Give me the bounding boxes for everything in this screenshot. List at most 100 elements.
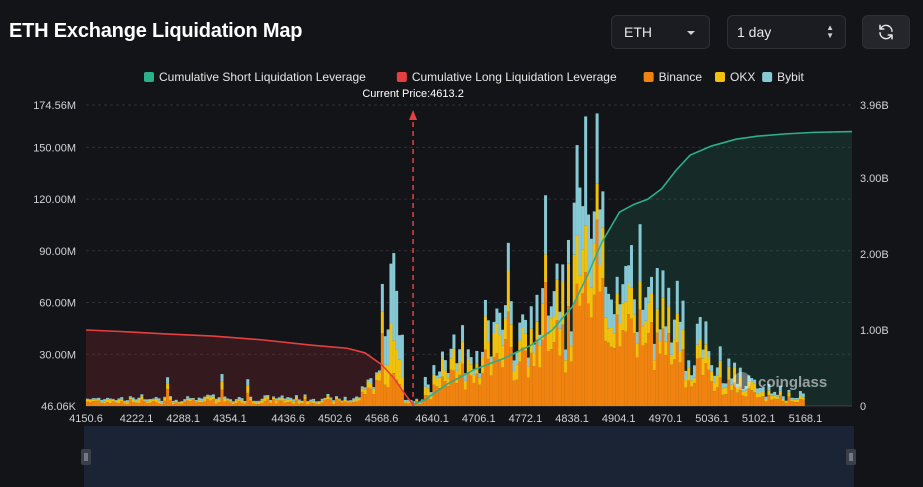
okx-bar <box>458 362 462 375</box>
okx-bar <box>544 254 548 283</box>
okx-bar <box>234 400 238 404</box>
bybit-bar <box>607 293 611 329</box>
binance-bar <box>406 403 410 406</box>
okx-bar <box>644 320 648 343</box>
bybit-bar <box>781 396 785 399</box>
range-select[interactable]: 1 day ▲ ▼ <box>727 15 846 49</box>
bybit-bar <box>733 362 737 368</box>
okx-bar <box>214 400 218 404</box>
bybit-bar <box>220 374 224 382</box>
bybit-bar <box>598 209 602 266</box>
binance-bar <box>335 399 339 406</box>
okx-bar <box>692 377 696 384</box>
binance-bar <box>687 380 691 406</box>
bybit-bar <box>555 263 559 280</box>
okx-bar <box>366 381 370 388</box>
bybit-bar <box>85 398 89 400</box>
bybit-bar <box>329 397 333 399</box>
okx-bar <box>134 401 138 403</box>
x-tick-label: 4436.6 <box>271 413 305 425</box>
binance-bar <box>140 399 144 406</box>
okx-bar <box>658 341 662 354</box>
bybit-bar <box>609 299 613 328</box>
bybit-bar <box>131 397 135 399</box>
binance-bar <box>329 399 333 406</box>
range-select-value: 1 day <box>737 24 772 40</box>
okx-bar <box>249 398 253 401</box>
bybit-bar <box>478 373 482 378</box>
current-price-label: Current Price:4613.2 <box>362 88 464 100</box>
binance-bar <box>157 403 161 406</box>
bybit-bar <box>707 351 711 359</box>
okx-bar <box>154 398 158 402</box>
zoom-handle-right[interactable] <box>846 449 856 465</box>
binance-bar <box>446 386 450 406</box>
okx-bar <box>532 352 536 366</box>
bybit-bar <box>412 401 416 403</box>
binance-bar <box>352 402 356 406</box>
bybit-bar <box>615 276 619 294</box>
bybit-bar <box>667 287 671 307</box>
binance-bar <box>251 403 255 406</box>
coin-select[interactable]: ETH <box>611 15 710 49</box>
okx-bar <box>741 391 745 396</box>
okx-bar <box>598 265 602 292</box>
short-cumulative-line <box>412 130 853 406</box>
binance-bar <box>320 402 324 406</box>
binance-bar <box>632 333 636 406</box>
binance-bar <box>558 355 562 406</box>
bybit-bar <box>398 335 402 360</box>
binance-bar <box>349 402 353 406</box>
bybit-bar <box>234 399 238 401</box>
bybit-bar <box>426 384 430 389</box>
binance-bar <box>88 401 92 406</box>
okx-bar <box>549 318 553 350</box>
bybit-bar <box>761 387 765 393</box>
okx-bar <box>790 399 794 402</box>
bybit-bar <box>357 397 361 399</box>
okx-bar <box>335 396 339 400</box>
zoom-slider-track[interactable] <box>84 426 854 487</box>
bybit-bar <box>114 400 118 401</box>
binance-bar <box>237 401 241 406</box>
binance-bar <box>564 372 568 406</box>
binance-bar <box>595 219 599 406</box>
zoom-handle-left[interactable] <box>81 449 91 465</box>
bybit-bar <box>237 397 241 400</box>
binance-bar <box>375 380 379 406</box>
y-right-tick-label: 0 <box>860 401 866 413</box>
okx-bar <box>564 360 568 373</box>
binance-bar <box>398 384 402 406</box>
okx-bar <box>538 345 542 368</box>
okx-bar <box>601 227 605 279</box>
bybit-bar <box>266 395 270 397</box>
bybit-bar <box>251 400 255 402</box>
binance-bar <box>395 379 399 406</box>
binance-bar <box>629 318 633 406</box>
okx-bar <box>466 358 470 374</box>
okx-bar <box>108 399 112 404</box>
bybit-bar <box>744 385 748 391</box>
bybit-bar <box>652 343 656 361</box>
bybit-bar <box>111 398 115 400</box>
binance-bar <box>183 402 187 406</box>
okx-bar <box>704 344 708 364</box>
y-left-tick-label: 46.06K <box>41 401 77 413</box>
binance-bar <box>569 361 573 406</box>
binance-bar <box>455 383 459 406</box>
binance-bar <box>191 399 195 406</box>
okx-bar <box>243 402 247 404</box>
okx-bar <box>535 321 539 340</box>
okx-bar <box>463 380 467 390</box>
okx-bar <box>483 316 487 350</box>
binance-bar <box>214 403 218 406</box>
refresh-button[interactable] <box>862 15 910 49</box>
okx-bar <box>461 341 465 364</box>
bybit-bar <box>146 399 150 402</box>
binance-bar <box>174 402 178 406</box>
bybit-bar <box>767 384 771 391</box>
bybit-bar <box>587 214 591 272</box>
binance-bar <box>587 303 591 406</box>
binance-bar <box>137 402 141 406</box>
